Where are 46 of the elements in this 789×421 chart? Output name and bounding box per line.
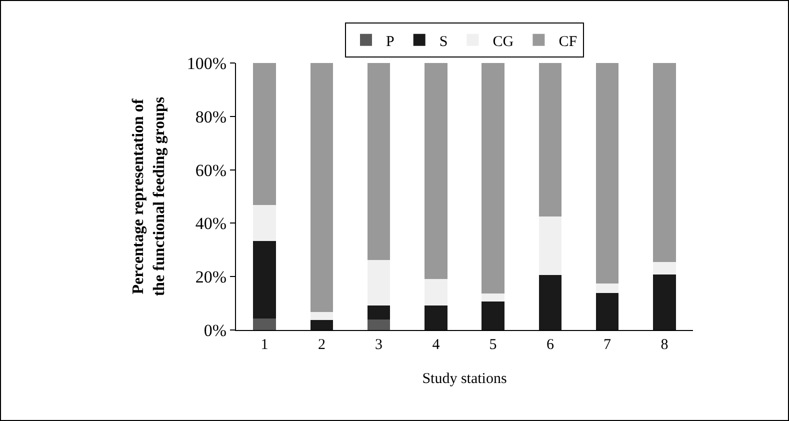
x-axis-title: Study stations (422, 371, 507, 387)
bar (653, 262, 676, 274)
bar (424, 63, 448, 279)
bar (367, 305, 390, 320)
x-tick-label: 5 (489, 337, 497, 353)
bar (538, 275, 562, 330)
y-tick-label: 60% (195, 160, 227, 180)
bar (367, 260, 390, 306)
bar (482, 293, 504, 302)
bar (253, 241, 276, 318)
bar (367, 63, 390, 260)
bar (253, 318, 276, 330)
x-tick-label: 1 (260, 337, 268, 353)
bar (310, 312, 334, 320)
bar (310, 63, 334, 312)
x-tick-label: 3 (375, 337, 383, 353)
bar (538, 63, 562, 216)
bar (596, 293, 619, 330)
bar (653, 63, 676, 262)
bar (596, 284, 619, 294)
legend-label: P (386, 34, 394, 50)
y-tick-label: 100% (186, 54, 227, 73)
bar (424, 279, 448, 306)
legend-label: CF (558, 34, 578, 50)
x-tick-label: 2 (318, 337, 326, 353)
y-tick-label: 0% (204, 320, 227, 340)
bar (310, 320, 334, 330)
bar (482, 302, 504, 330)
legend-label: CG (492, 34, 514, 50)
bar (367, 319, 390, 330)
y-tick-label: 40% (195, 214, 227, 234)
bar (253, 205, 276, 242)
x-tick-label: 7 (604, 337, 612, 353)
bar (596, 63, 619, 284)
bar (538, 216, 562, 275)
bar (424, 305, 448, 330)
legend-label: S (439, 34, 448, 50)
bar (253, 63, 276, 206)
x-tick-label: 4 (432, 337, 440, 353)
x-tick-label: 8 (660, 337, 668, 353)
y-tick-label: 80% (195, 107, 227, 126)
bar (482, 63, 504, 294)
bar (653, 274, 676, 330)
y-axis-title: Percentage representation of the functional feeding groups (130, 96, 168, 296)
x-tick-label: 6 (546, 337, 554, 353)
y-tick-label: 20% (195, 268, 227, 287)
